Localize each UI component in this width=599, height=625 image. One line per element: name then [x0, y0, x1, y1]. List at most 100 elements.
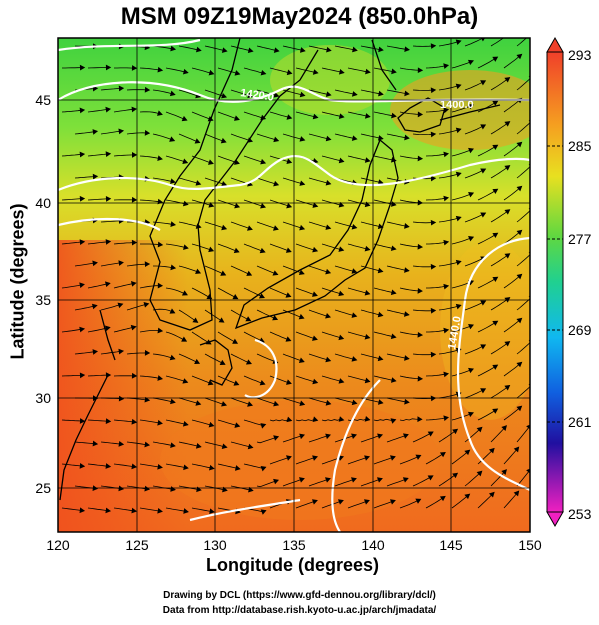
streamline-arrowhead — [182, 421, 189, 427]
streamline-arrowhead — [417, 375, 424, 382]
streamline-arrowhead — [468, 103, 474, 110]
streamline-arrowhead — [430, 175, 437, 182]
streamline-arrowhead — [157, 419, 163, 426]
streamline-arrowhead — [221, 443, 228, 450]
streamline-arrowhead — [285, 247, 292, 253]
streamline-arrowhead — [468, 324, 474, 330]
streamline-arrowhead — [312, 455, 318, 461]
contour-label: 1400.0 — [440, 99, 474, 111]
streamline-arrowhead — [377, 267, 384, 274]
colorbar: 293 285 277 269 261 253 — [546, 36, 592, 528]
streamline-arrowhead — [247, 92, 254, 99]
x-tick-label: 130 — [203, 537, 227, 553]
streamline-arrowhead — [182, 68, 189, 75]
streamline-arrowhead — [246, 270, 253, 276]
streamline-arrowhead — [105, 418, 112, 425]
streamline-arrowhead — [507, 38, 509, 39]
streamline-arrowhead — [222, 486, 228, 493]
streamline-arrowhead — [488, 447, 495, 454]
streamline-arrowhead — [504, 77, 511, 83]
streamline-arrowhead — [260, 466, 267, 472]
streamline-arrowhead — [298, 313, 305, 320]
streamline-arrowhead — [273, 136, 280, 143]
streamline-arrowhead — [402, 433, 409, 439]
streamline-arrowhead — [516, 405, 523, 412]
streamline-arrowhead — [364, 157, 371, 163]
streamline-arrowhead — [312, 202, 319, 208]
streamline-arrowhead — [404, 398, 410, 405]
streamline-arrowhead — [169, 308, 176, 314]
streamline-arrowhead — [351, 312, 358, 318]
streamline-arrowhead — [170, 264, 177, 271]
streamline-arrowhead — [233, 380, 240, 386]
streamline-arrowhead — [79, 507, 86, 514]
credit-drawing: Drawing by DCL (https://www.gfd-dennou.o… — [163, 590, 436, 601]
x-tick-label: 120 — [46, 537, 70, 553]
streamline-arrowhead — [325, 433, 331, 440]
streamline-arrowhead — [404, 90, 410, 97]
streamline-arrowhead — [492, 100, 499, 106]
streamline — [516, 78, 530, 91]
streamline-arrowhead — [131, 507, 138, 514]
temperature-field — [58, 31, 534, 532]
streamline-arrowhead — [157, 282, 164, 289]
streamline-arrowhead — [501, 425, 507, 431]
streamline-arrowhead — [208, 202, 215, 208]
streamline-arrowhead — [144, 350, 151, 356]
streamline-arrowhead — [467, 411, 474, 418]
streamline-arrowhead — [247, 47, 254, 54]
streamline-arrowhead — [492, 56, 499, 62]
plot-frame — [57, 37, 531, 533]
streamline-arrowhead — [468, 367, 474, 374]
streamline-arrowhead — [455, 259, 462, 266]
streamline-arrowhead — [246, 225, 253, 231]
colorbar-tick-label: 269 — [568, 322, 592, 338]
streamline-arrowhead — [91, 303, 98, 310]
streamline-arrowhead — [427, 431, 434, 437]
streamline-arrowhead — [324, 477, 331, 483]
streamline-arrowhead — [404, 223, 410, 229]
streamline-arrowhead — [504, 253, 511, 259]
streamline-arrowhead — [247, 401, 253, 407]
streamline-arrowhead — [443, 239, 450, 246]
streamline-arrowhead — [260, 423, 267, 429]
streamline-arrowhead — [273, 180, 280, 187]
streamline-arrowhead — [105, 64, 112, 71]
streamline-arrowhead — [501, 469, 507, 475]
streamline-arrowhead — [492, 320, 499, 326]
y-tick-label: 40 — [35, 195, 51, 211]
streamline-arrowhead — [79, 151, 86, 158]
streamline-arrowhead — [130, 324, 137, 331]
streamline-arrowhead — [79, 372, 86, 379]
streamline-arrowhead — [390, 245, 397, 251]
streamline-arrowhead — [430, 263, 437, 270]
colorbar-tick-label: 277 — [568, 231, 592, 247]
streamline-arrowhead — [258, 293, 265, 299]
streamline-arrowhead — [208, 464, 215, 471]
streamline-arrowhead — [298, 477, 305, 483]
streamline-arrowhead — [79, 326, 86, 333]
streamline-arrowhead — [79, 282, 85, 289]
streamline-arrowhead — [182, 158, 189, 165]
streamline-arrowhead — [377, 355, 384, 362]
streamline-arrowhead — [170, 398, 176, 405]
streamline-arrowhead — [529, 31, 534, 35]
colorbar-tick-label: 293 — [568, 47, 592, 63]
streamline-arrowhead — [338, 68, 345, 75]
streamline-arrowhead — [79, 107, 86, 114]
streamline-arrowhead — [248, 486, 254, 493]
streamline-arrowhead — [325, 91, 332, 97]
streamline-arrowhead — [492, 232, 499, 238]
streamline-arrowhead — [209, 508, 215, 514]
streamline-arrowhead — [143, 302, 150, 308]
streamline-arrowhead — [492, 364, 499, 370]
streamline-arrowhead — [285, 336, 292, 342]
streamline-arrowhead — [131, 196, 138, 203]
streamline-arrowhead — [378, 46, 384, 53]
streamline-arrowhead — [492, 188, 499, 194]
streamline-arrowhead — [378, 90, 384, 97]
streamline-arrowhead — [105, 507, 112, 514]
grid — [58, 38, 530, 532]
streamline-arrowhead — [415, 498, 422, 504]
streamline-arrowhead — [131, 463, 138, 470]
